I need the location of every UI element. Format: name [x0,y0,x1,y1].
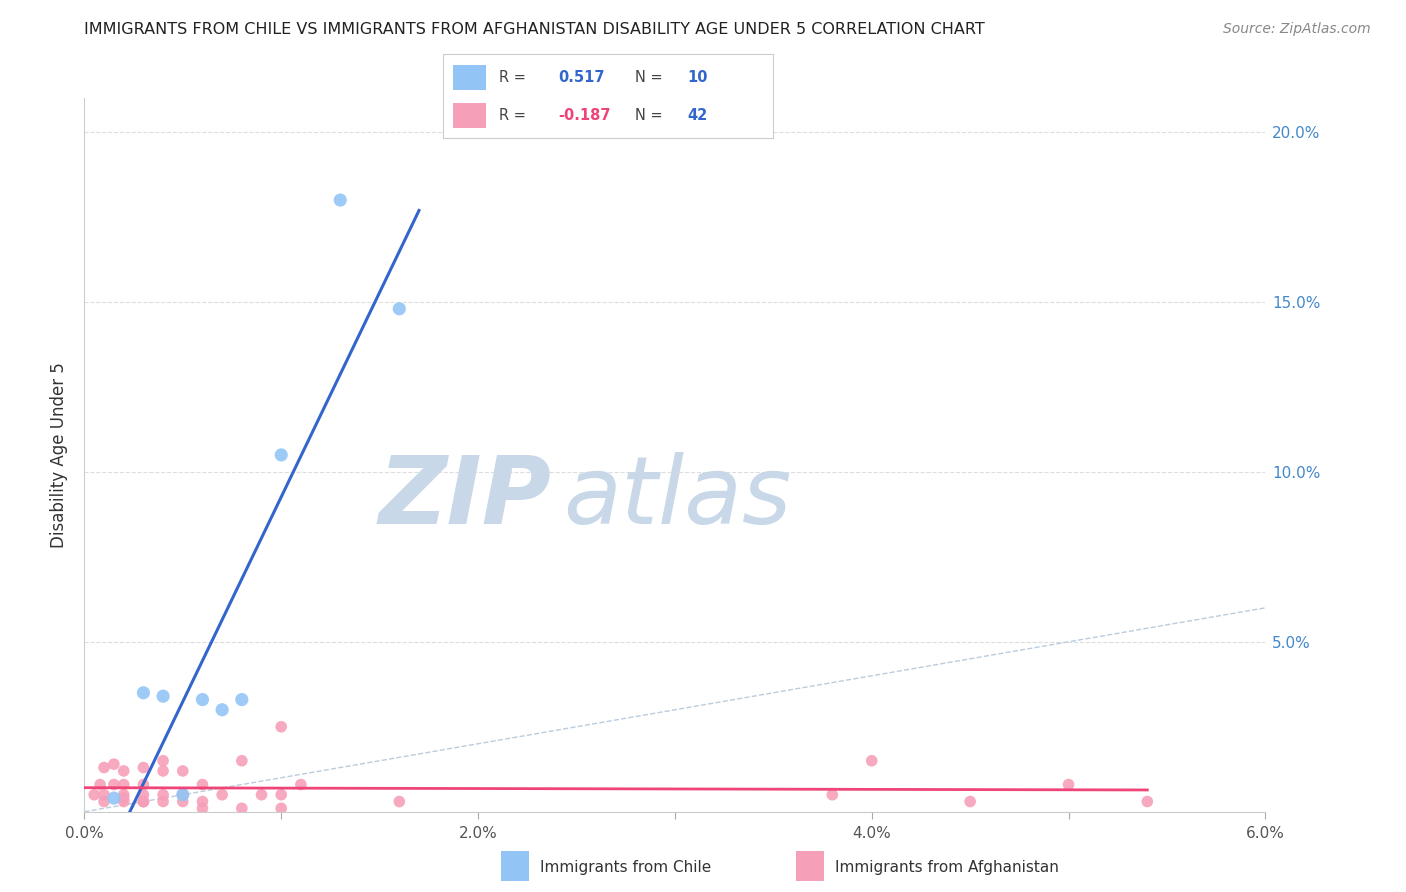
Point [112,778,135,792]
Point [132,795,155,809]
Point [132,795,155,809]
Point [172,788,194,802]
Text: ZIP: ZIP [378,451,551,544]
Point [270,720,292,734]
Text: R =: R = [499,108,526,123]
Point [112,788,135,802]
Text: Immigrants from Afghanistan: Immigrants from Afghanistan [835,860,1059,874]
Text: N =: N = [634,108,662,123]
Text: 42: 42 [688,108,707,123]
Text: Source: ZipAtlas.com: Source: ZipAtlas.com [1223,22,1371,37]
Point [89,778,111,792]
Point [93,795,115,809]
Point [152,689,174,703]
Point [152,795,174,809]
Point [172,788,194,802]
Text: 0.517: 0.517 [558,70,605,85]
Point [132,686,155,700]
Point [191,778,214,792]
Point [103,757,125,772]
Point [103,778,125,792]
Point [231,692,253,706]
Point [860,754,883,768]
Point [132,778,155,792]
Point [152,788,174,802]
Point [103,791,125,805]
Point [211,788,233,802]
Point [329,193,352,207]
Point [211,703,233,717]
Point [93,788,115,802]
Point [388,301,411,316]
Text: N =: N = [634,70,662,85]
FancyBboxPatch shape [453,64,486,90]
Text: atlas: atlas [562,452,792,543]
Text: IMMIGRANTS FROM CHILE VS IMMIGRANTS FROM AFGHANISTAN DISABILITY AGE UNDER 5 CORR: IMMIGRANTS FROM CHILE VS IMMIGRANTS FROM… [84,22,986,37]
Point [270,801,292,815]
Point [93,760,115,774]
Point [959,795,981,809]
Point [821,788,844,802]
Point [191,692,214,706]
Point [231,801,253,815]
Point [270,788,292,802]
Text: Immigrants from Chile: Immigrants from Chile [540,860,711,874]
Point [191,795,214,809]
Point [270,448,292,462]
Point [132,788,155,802]
Point [112,791,135,805]
Point [172,795,194,809]
Point [152,754,174,768]
Point [132,795,155,809]
Point [388,795,411,809]
Point [172,764,194,778]
FancyBboxPatch shape [453,103,486,128]
Point [250,788,273,802]
Y-axis label: Disability Age Under 5: Disability Age Under 5 [51,362,69,548]
Point [112,764,135,778]
Point [1136,795,1159,809]
Point [112,795,135,809]
Point [231,754,253,768]
Point [132,760,155,774]
Point [83,788,105,802]
Text: -0.187: -0.187 [558,108,612,123]
Point [191,801,214,815]
Point [290,778,312,792]
Point [152,764,174,778]
Text: 10: 10 [688,70,707,85]
Point [1057,778,1080,792]
Text: R =: R = [499,70,526,85]
